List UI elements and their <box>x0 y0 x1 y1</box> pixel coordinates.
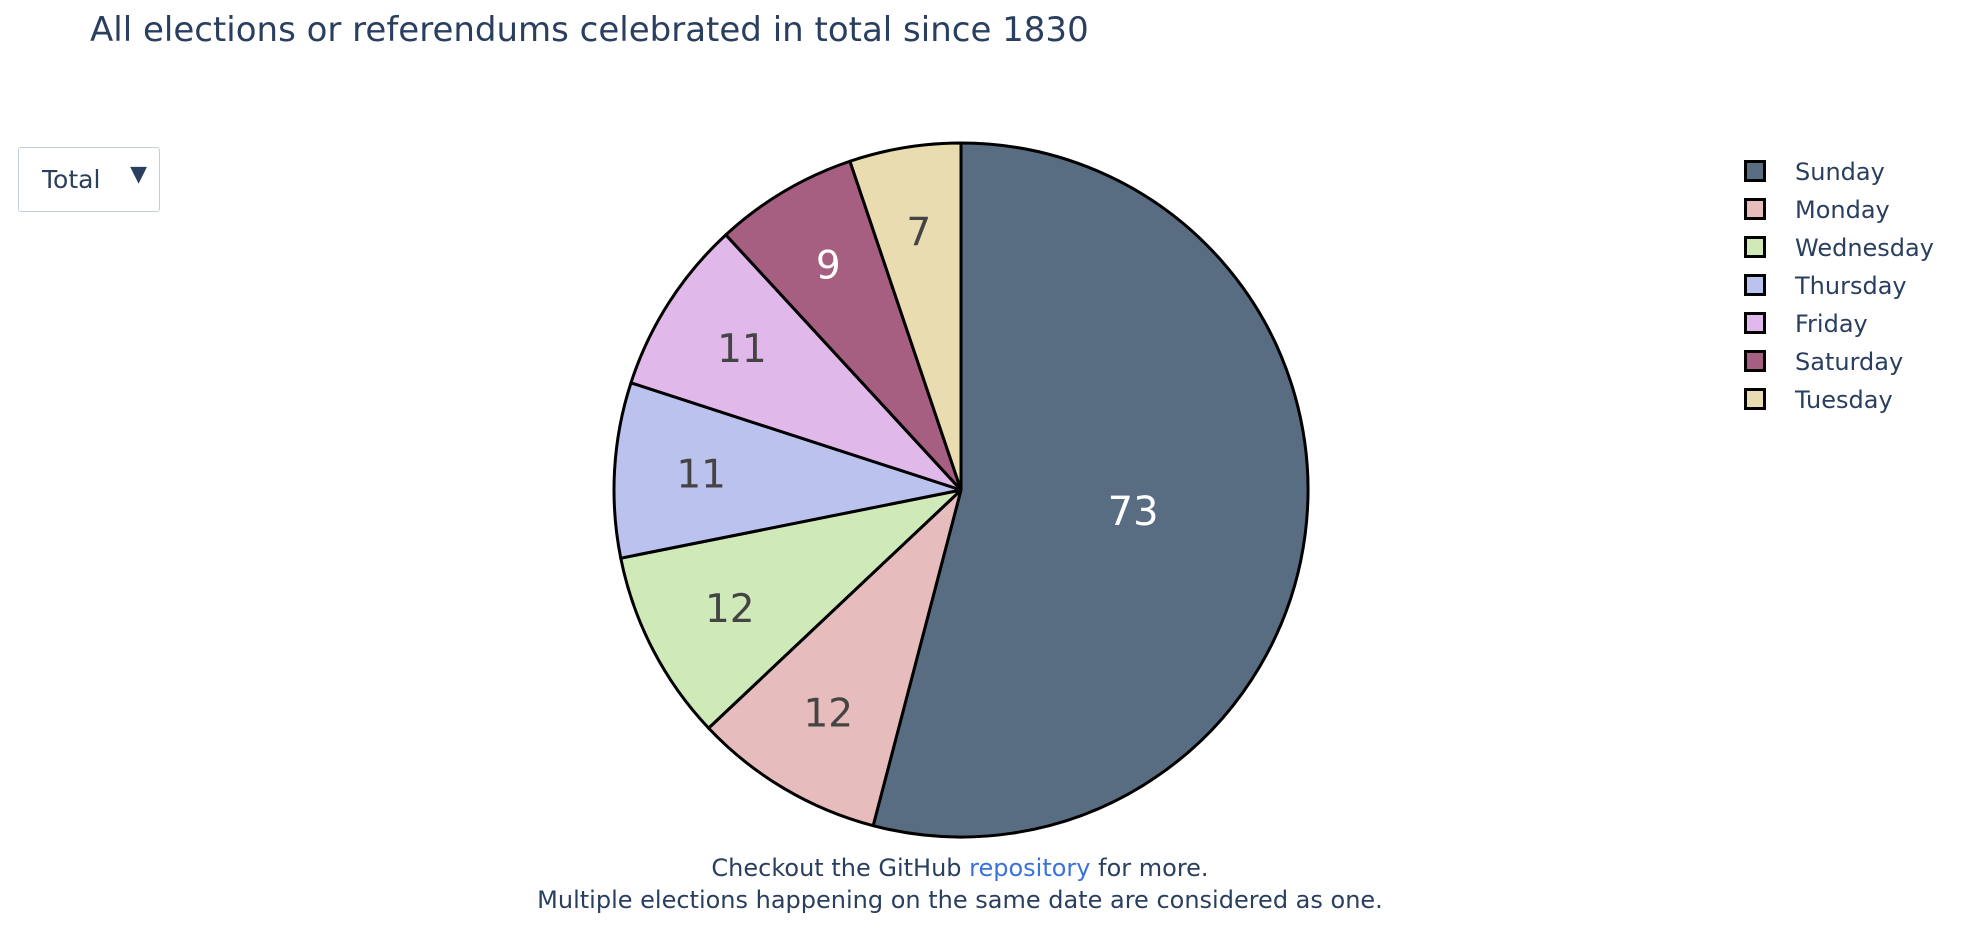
legend-item-saturday[interactable]: Saturday <box>1742 345 1962 383</box>
legend-swatch <box>1744 236 1766 258</box>
slice-value-label-sunday: 73 <box>1108 489 1159 535</box>
footer-note-dates: Multiple elections happening on the same… <box>537 886 1383 914</box>
pie-slice-friday[interactable] <box>629 233 963 492</box>
legend-item-tuesday[interactable]: Tuesday <box>1742 383 1962 421</box>
slice-value-label-tuesday: 7 <box>906 211 931 256</box>
slice-value-label-monday: 12 <box>803 691 853 736</box>
pie-slice-saturday[interactable] <box>724 159 963 492</box>
legend-label: Friday <box>1795 310 1868 338</box>
footer-text-after: for more. <box>1090 854 1209 882</box>
pie-slice-wednesday[interactable] <box>619 488 963 730</box>
legend-item-sunday[interactable]: Sunday <box>1742 155 1962 193</box>
legend-label: Sunday <box>1795 158 1885 186</box>
legend-swatch <box>1744 388 1766 410</box>
legend-item-monday[interactable]: Monday <box>1742 193 1962 231</box>
slice-value-label-wednesday: 12 <box>705 587 755 632</box>
legend-item-wednesday[interactable]: Wednesday <box>1742 231 1962 269</box>
legend-label: Wednesday <box>1795 234 1934 262</box>
legend-swatch <box>1744 312 1766 334</box>
legend-label: Tuesday <box>1795 386 1893 414</box>
chart-legend: Sunday Monday Wednesday Thursday Friday Satur… <box>1742 155 1962 421</box>
slice-value-label-saturday: 9 <box>816 244 841 289</box>
chevron-down-icon: ▼ <box>130 162 147 187</box>
pie-slice-thursday[interactable] <box>612 381 963 560</box>
legend-item-friday[interactable]: Friday <box>1742 307 1962 345</box>
legend-swatch <box>1744 160 1766 182</box>
legend-label: Monday <box>1795 196 1890 224</box>
slice-value-label-friday: 11 <box>717 327 767 372</box>
legend-swatch <box>1744 274 1766 296</box>
chart-title: All elections or referendums celebrated … <box>90 10 1089 50</box>
period-dropdown[interactable]: Total ▼ <box>18 147 160 212</box>
pie-slice-sunday[interactable] <box>871 141 1310 839</box>
pie-slice-tuesday[interactable] <box>848 141 963 492</box>
legend-label: Saturday <box>1795 348 1904 376</box>
legend-swatch <box>1744 198 1766 220</box>
legend-swatch <box>1744 350 1766 372</box>
pie-slice-monday[interactable] <box>707 488 963 828</box>
repository-link[interactable]: repository <box>969 854 1091 882</box>
dropdown-selected-value: Total <box>42 165 101 194</box>
legend-label: Thursday <box>1795 272 1907 300</box>
legend-item-thursday[interactable]: Thursday <box>1742 269 1962 307</box>
footer-note-repository: Checkout the GitHub repository for more. <box>0 854 1920 882</box>
slice-value-label-thursday: 11 <box>676 452 726 497</box>
footer-text-before: Checkout the GitHub <box>711 854 970 882</box>
